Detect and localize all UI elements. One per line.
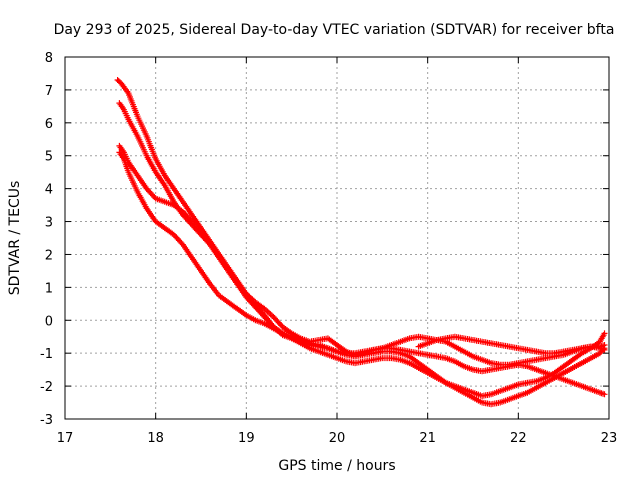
x-axis-label: GPS time / hours [278, 458, 395, 474]
x-tick-label: 20 [329, 431, 346, 446]
series-markers [415, 337, 608, 368]
x-tick-label: 22 [510, 431, 527, 446]
y-tick-label: 1 [45, 281, 53, 296]
y-tick-label: 4 [45, 183, 53, 198]
y-tick-label: 0 [45, 314, 53, 329]
y-tick-label: 8 [45, 51, 53, 66]
series-track-5 [415, 337, 608, 368]
y-tick-label: 2 [45, 248, 53, 263]
x-tick-label: 17 [57, 431, 74, 446]
x-tick-label: 18 [147, 431, 164, 446]
y-tick-label: 3 [45, 216, 53, 231]
y-tick-label: 5 [45, 150, 53, 165]
x-tick-label: 21 [419, 431, 436, 446]
y-tick-label: -3 [40, 413, 53, 428]
y-axis-label: SDTVAR / TECUs [7, 181, 23, 296]
series-track-4 [116, 149, 608, 357]
y-tick-label: -1 [40, 347, 53, 362]
y-tick-label: -2 [40, 380, 53, 395]
y-tick-label: 6 [45, 117, 53, 132]
chart-title: Day 293 of 2025, Sidereal Day-to-day VTE… [54, 22, 615, 38]
data-series [114, 77, 608, 408]
y-tick-label: 7 [45, 84, 53, 99]
x-tick-label: 23 [601, 431, 618, 446]
series-markers [116, 149, 608, 357]
x-tick-label: 19 [238, 431, 255, 446]
